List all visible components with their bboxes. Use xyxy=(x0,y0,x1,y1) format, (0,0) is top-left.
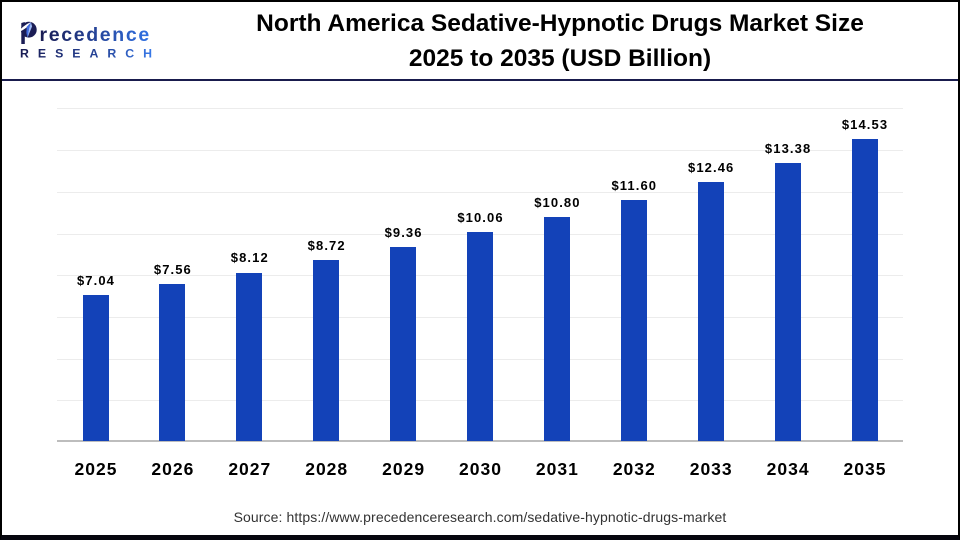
svg-text:recedence: recedence xyxy=(40,24,151,46)
svg-text:RESEARCH: RESEARCH xyxy=(20,47,161,61)
